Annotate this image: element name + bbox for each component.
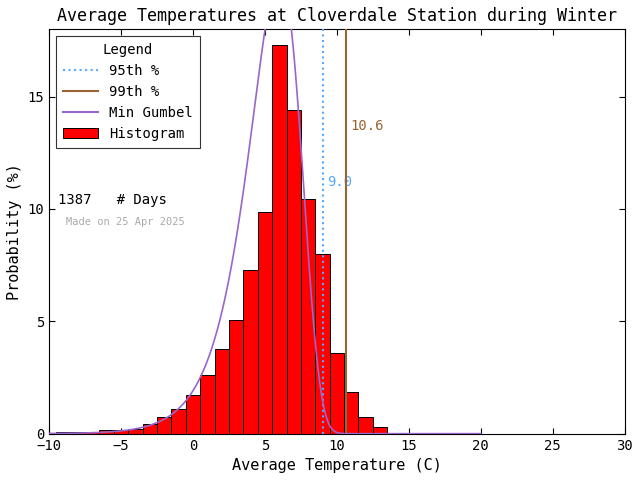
- Bar: [143, 424, 157, 433]
- Line: Min Gumbel: Min Gumbel: [49, 0, 481, 433]
- Min Gumbel: [90, 430, 97, 435]
- Y-axis label: Probability (%): Probability (%): [7, 163, 22, 300]
- Bar: [70, 432, 85, 433]
- Bar: [56, 432, 70, 433]
- Bar: [373, 427, 387, 433]
- Min Gumbel: [236, 216, 243, 222]
- Min Gumbel: [45, 431, 53, 436]
- Bar: [258, 212, 272, 433]
- Bar: [287, 110, 301, 433]
- Bar: [128, 429, 143, 433]
- Text: 10.6: 10.6: [350, 119, 383, 133]
- Title: Average Temperatures at Cloverdale Station during Winter: Average Temperatures at Cloverdale Stati…: [57, 7, 617, 25]
- Bar: [200, 375, 214, 433]
- X-axis label: Average Temperature (C): Average Temperature (C): [232, 458, 442, 473]
- Min Gumbel: [382, 431, 390, 436]
- Min Gumbel: [342, 431, 350, 436]
- Bar: [301, 199, 316, 433]
- Bar: [157, 418, 172, 433]
- Bar: [316, 254, 330, 433]
- Bar: [186, 395, 200, 433]
- Bar: [214, 349, 229, 433]
- Min Gumbel: [390, 431, 398, 436]
- Bar: [114, 431, 128, 433]
- Text: 9.0: 9.0: [327, 175, 352, 189]
- Bar: [243, 270, 258, 433]
- Text: 1387   # Days: 1387 # Days: [58, 193, 166, 207]
- Bar: [358, 418, 373, 433]
- Bar: [330, 352, 344, 433]
- Bar: [229, 321, 243, 433]
- Min Gumbel: [477, 431, 484, 436]
- Bar: [172, 409, 186, 433]
- Text: Made on 25 Apr 2025: Made on 25 Apr 2025: [67, 217, 185, 228]
- Legend: 95th %, 99th %, Min Gumbel, Histogram: 95th %, 99th %, Min Gumbel, Histogram: [56, 36, 200, 148]
- Bar: [99, 431, 114, 433]
- Bar: [344, 392, 358, 433]
- Bar: [272, 45, 287, 433]
- Min Gumbel: [220, 301, 228, 307]
- Bar: [85, 432, 99, 433]
- Min Gumbel: [447, 431, 455, 436]
